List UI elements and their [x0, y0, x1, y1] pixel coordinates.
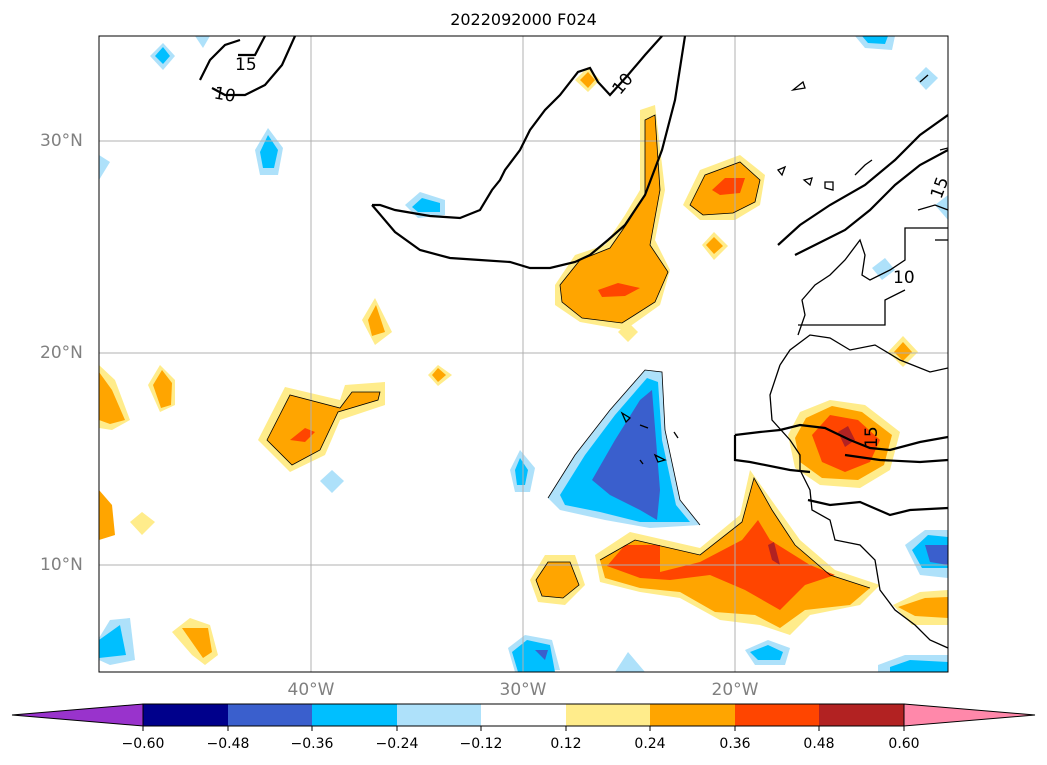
colorbar-tick-label: −0.36 — [290, 736, 334, 752]
colorbar — [11, 703, 1036, 731]
colorbar-tick-label: 0.60 — [888, 736, 920, 752]
lon-label-30w: 30°W — [499, 680, 547, 700]
colorbar-extend-low — [11, 703, 144, 727]
colorbar-tick-label: 0.24 — [634, 736, 666, 752]
contour-label: 15 — [235, 55, 257, 75]
lon-label-40w: 40°W — [287, 680, 335, 700]
lon-label-20w: 20°W — [711, 680, 759, 700]
colorbar-swatch — [819, 704, 904, 726]
lat-label-20n: 20°N — [40, 343, 83, 363]
colorbar-swatch — [481, 704, 566, 726]
thick-contours — [199, 36, 948, 517]
contour-labels: 15 10 10 15 10 15 — [212, 55, 953, 448]
lat-label-10n: 10°N — [40, 555, 83, 575]
plot-frame — [98, 35, 949, 673]
contour-label: 10 — [608, 69, 637, 98]
shaded-anomalies — [99, 36, 948, 672]
contour-label: 10 — [893, 268, 915, 288]
colorbar-tick-label: −0.60 — [121, 736, 165, 752]
colorbar-tick-label: −0.48 — [206, 736, 250, 752]
colorbar-tick-label: −0.24 — [375, 736, 419, 752]
colorbar-swatch — [566, 704, 650, 726]
colorbar-tick-label: 0.12 — [550, 736, 582, 752]
colorbar-swatch — [735, 704, 819, 726]
coastlines — [620, 74, 948, 649]
contour-label: 15 — [862, 426, 882, 448]
colorbar-swatch — [397, 704, 481, 726]
contour-label: 15 — [927, 174, 953, 201]
colorbar-swatch — [312, 704, 397, 726]
colorbar-swatch — [650, 704, 735, 726]
thin-contours — [266, 114, 871, 599]
colorbar-extend-high — [903, 703, 1036, 727]
colorbar-tick-label: 0.48 — [803, 736, 835, 752]
colorbar-swatch — [228, 704, 312, 726]
contour-label: 10 — [212, 83, 237, 106]
map-title: 2022092000 F024 — [450, 10, 597, 29]
colorbar-swatch — [143, 704, 228, 726]
colorbar-tick-label: 0.36 — [719, 736, 751, 752]
colorbar-tick-label: −0.12 — [459, 736, 503, 752]
lat-label-30n: 30°N — [40, 131, 83, 151]
